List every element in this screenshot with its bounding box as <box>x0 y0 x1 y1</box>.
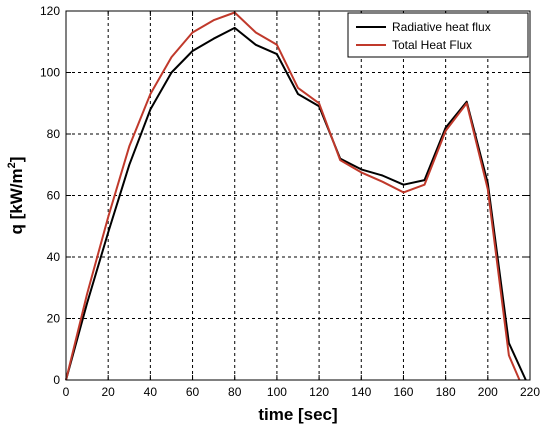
series-line-0 <box>65 26 527 381</box>
legend-label-total: Total Heat Flux <box>392 38 472 52</box>
x-tick-label: 100 <box>267 385 287 399</box>
x-tick-label: 200 <box>478 385 498 399</box>
x-tick-label: 60 <box>186 385 200 399</box>
y-axis-label-main: q [kW/m <box>7 168 26 234</box>
axis-ticks <box>65 10 531 381</box>
y-tick-label: 80 <box>47 127 61 141</box>
legend: Radiative heat flux Total Heat Flux <box>347 12 529 58</box>
y-tick-label: 60 <box>47 189 61 203</box>
x-tick-label: 20 <box>102 385 116 399</box>
x-tick-label: 80 <box>228 385 242 399</box>
y-tick-labels: 0 20 40 60 80 100 120 <box>40 4 60 387</box>
x-axis-label: time [sec] <box>258 405 337 424</box>
y-tick-label: 120 <box>40 4 60 18</box>
x-tick-label: 180 <box>436 385 456 399</box>
x-tick-label: 40 <box>144 385 158 399</box>
y-tick-label: 20 <box>47 312 61 326</box>
y-tick-label: 0 <box>53 373 60 387</box>
x-tick-labels: 0 20 40 60 80 100 120 140 160 180 200 220 <box>63 385 541 399</box>
x-tick-label: 160 <box>393 385 413 399</box>
x-tick-label: 0 <box>63 385 70 399</box>
x-tick-label: 220 <box>520 385 540 399</box>
y-tick-label: 40 <box>47 250 61 264</box>
x-tick-label: 140 <box>351 385 371 399</box>
series-line-1 <box>65 11 521 381</box>
y-axis-label: q [kW/m2] <box>6 157 26 235</box>
y-axis-label-superscript: 2 <box>6 162 18 168</box>
legend-box <box>347 12 529 58</box>
y-tick-label: 100 <box>40 66 60 80</box>
legend-label-radiative: Radiative heat flux <box>392 20 491 34</box>
series-lines <box>65 11 527 381</box>
grid-lines <box>66 11 530 380</box>
x-tick-label: 120 <box>309 385 329 399</box>
y-axis-label-close: ] <box>7 157 26 163</box>
